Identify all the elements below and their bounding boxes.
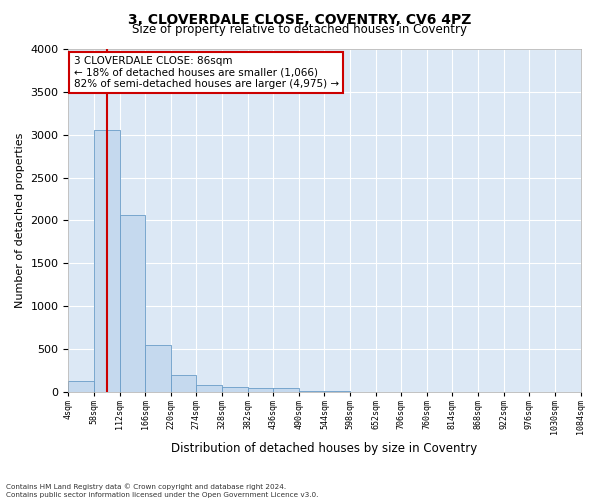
Bar (222, 388, 248, 392)
Text: 3 CLOVERDALE CLOSE: 86sqm
← 18% of detached houses are smaller (1,066)
82% of se: 3 CLOVERDALE CLOSE: 86sqm ← 18% of detac… (74, 56, 338, 89)
Bar (68, 382, 94, 392)
Text: Contains HM Land Registry data © Crown copyright and database right 2024.
Contai: Contains HM Land Registry data © Crown c… (6, 484, 319, 498)
Bar (248, 388, 273, 392)
Bar (196, 386, 222, 392)
Text: Size of property relative to detached houses in Coventry: Size of property relative to detached ho… (133, 22, 467, 36)
Bar (94, 130, 119, 392)
Bar (145, 344, 171, 392)
Bar (171, 374, 196, 392)
Bar (119, 215, 145, 392)
X-axis label: Distribution of detached houses by size in Coventry: Distribution of detached houses by size … (172, 442, 478, 455)
Text: 3, CLOVERDALE CLOSE, COVENTRY, CV6 4PZ: 3, CLOVERDALE CLOSE, COVENTRY, CV6 4PZ (128, 12, 472, 26)
Bar (273, 388, 299, 392)
Y-axis label: Number of detached properties: Number of detached properties (15, 132, 25, 308)
